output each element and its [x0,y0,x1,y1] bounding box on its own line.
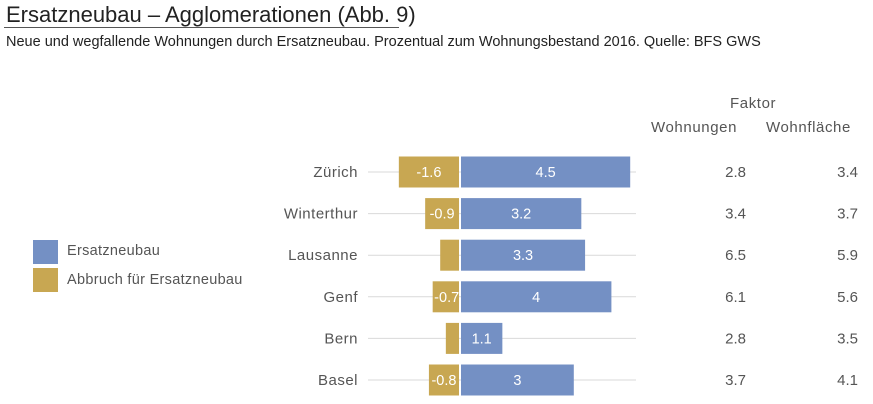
chart-subtitle: Neue und wegfallende Wohnungen durch Ers… [6,34,761,50]
factor-wohnflaeche-value: 5.6 [837,289,858,306]
bar-label-ersatzneubau: 4 [532,290,540,306]
column-header-wohnflaeche: Wohnfläche [766,119,851,136]
factor-wohnungen-value: 6.1 [725,289,746,306]
bar-ersatzneubau [461,281,612,313]
factor-wohnungen-value: 2.8 [725,330,746,347]
bar-label-ersatzneubau: 3 [513,373,521,389]
bar-label-ersatzneubau: 1.1 [472,331,492,347]
chart-title: Ersatzneubau – Agglomerationen (Abb. 9) [6,2,416,27]
factor-wohnflaeche-value: 3.5 [837,330,858,347]
bar-abbruch [425,198,459,230]
title-underline [4,27,399,28]
legend-label-abbruch: Abbruch für Ersatzneubau [67,272,243,288]
factor-header: Faktor [730,95,777,112]
category-label: Winterthur [284,206,358,223]
bar-ersatzneubau [461,322,503,354]
factor-wohnungen-value: 3.7 [725,372,746,389]
factor-wohnungen-value: 6.5 [725,247,746,264]
bar-label-ersatzneubau: 4.5 [536,165,556,181]
bar-label-abbruch: -0.9 [430,207,455,223]
category-label: Genf [323,289,358,306]
category-label: Bern [324,330,358,347]
bar-ersatzneubau [461,364,574,396]
bar-label-abbruch: -1.6 [416,165,441,181]
bar-label-abbruch: -0.7 [434,290,459,306]
category-label: Zürich [313,164,358,181]
factor-wohnflaeche-value: 5.9 [837,247,858,264]
factor-wohnflaeche-value: 4.1 [837,372,858,389]
bar-abbruch [432,281,459,313]
legend-swatch-abbruch [33,268,58,292]
bar-label-ersatzneubau: 3.3 [513,248,533,264]
factor-wohnungen-value: 3.4 [725,206,746,223]
category-label: Basel [318,372,358,389]
category-label: Lausanne [288,247,358,264]
bar-ersatzneubau [461,239,586,271]
bar-ersatzneubau [461,198,582,230]
factor-wohnflaeche-value: 3.7 [837,206,858,223]
column-header-wohnungen: Wohnungen [651,119,738,136]
bar-abbruch [398,156,459,188]
bar-label-abbruch: -0.8 [431,373,456,389]
factor-wohnflaeche-value: 3.4 [837,164,858,181]
legend-label-ersatzneubau: Ersatzneubau [67,243,161,259]
bar-abbruch [440,239,459,271]
bar-ersatzneubau [461,156,631,188]
bar-label-ersatzneubau: 3.2 [511,207,531,223]
bar-abbruch [428,364,459,396]
factor-wohnungen-value: 2.8 [725,164,746,181]
bar-abbruch [445,322,459,354]
legend-swatch-ersatzneubau [33,240,58,264]
